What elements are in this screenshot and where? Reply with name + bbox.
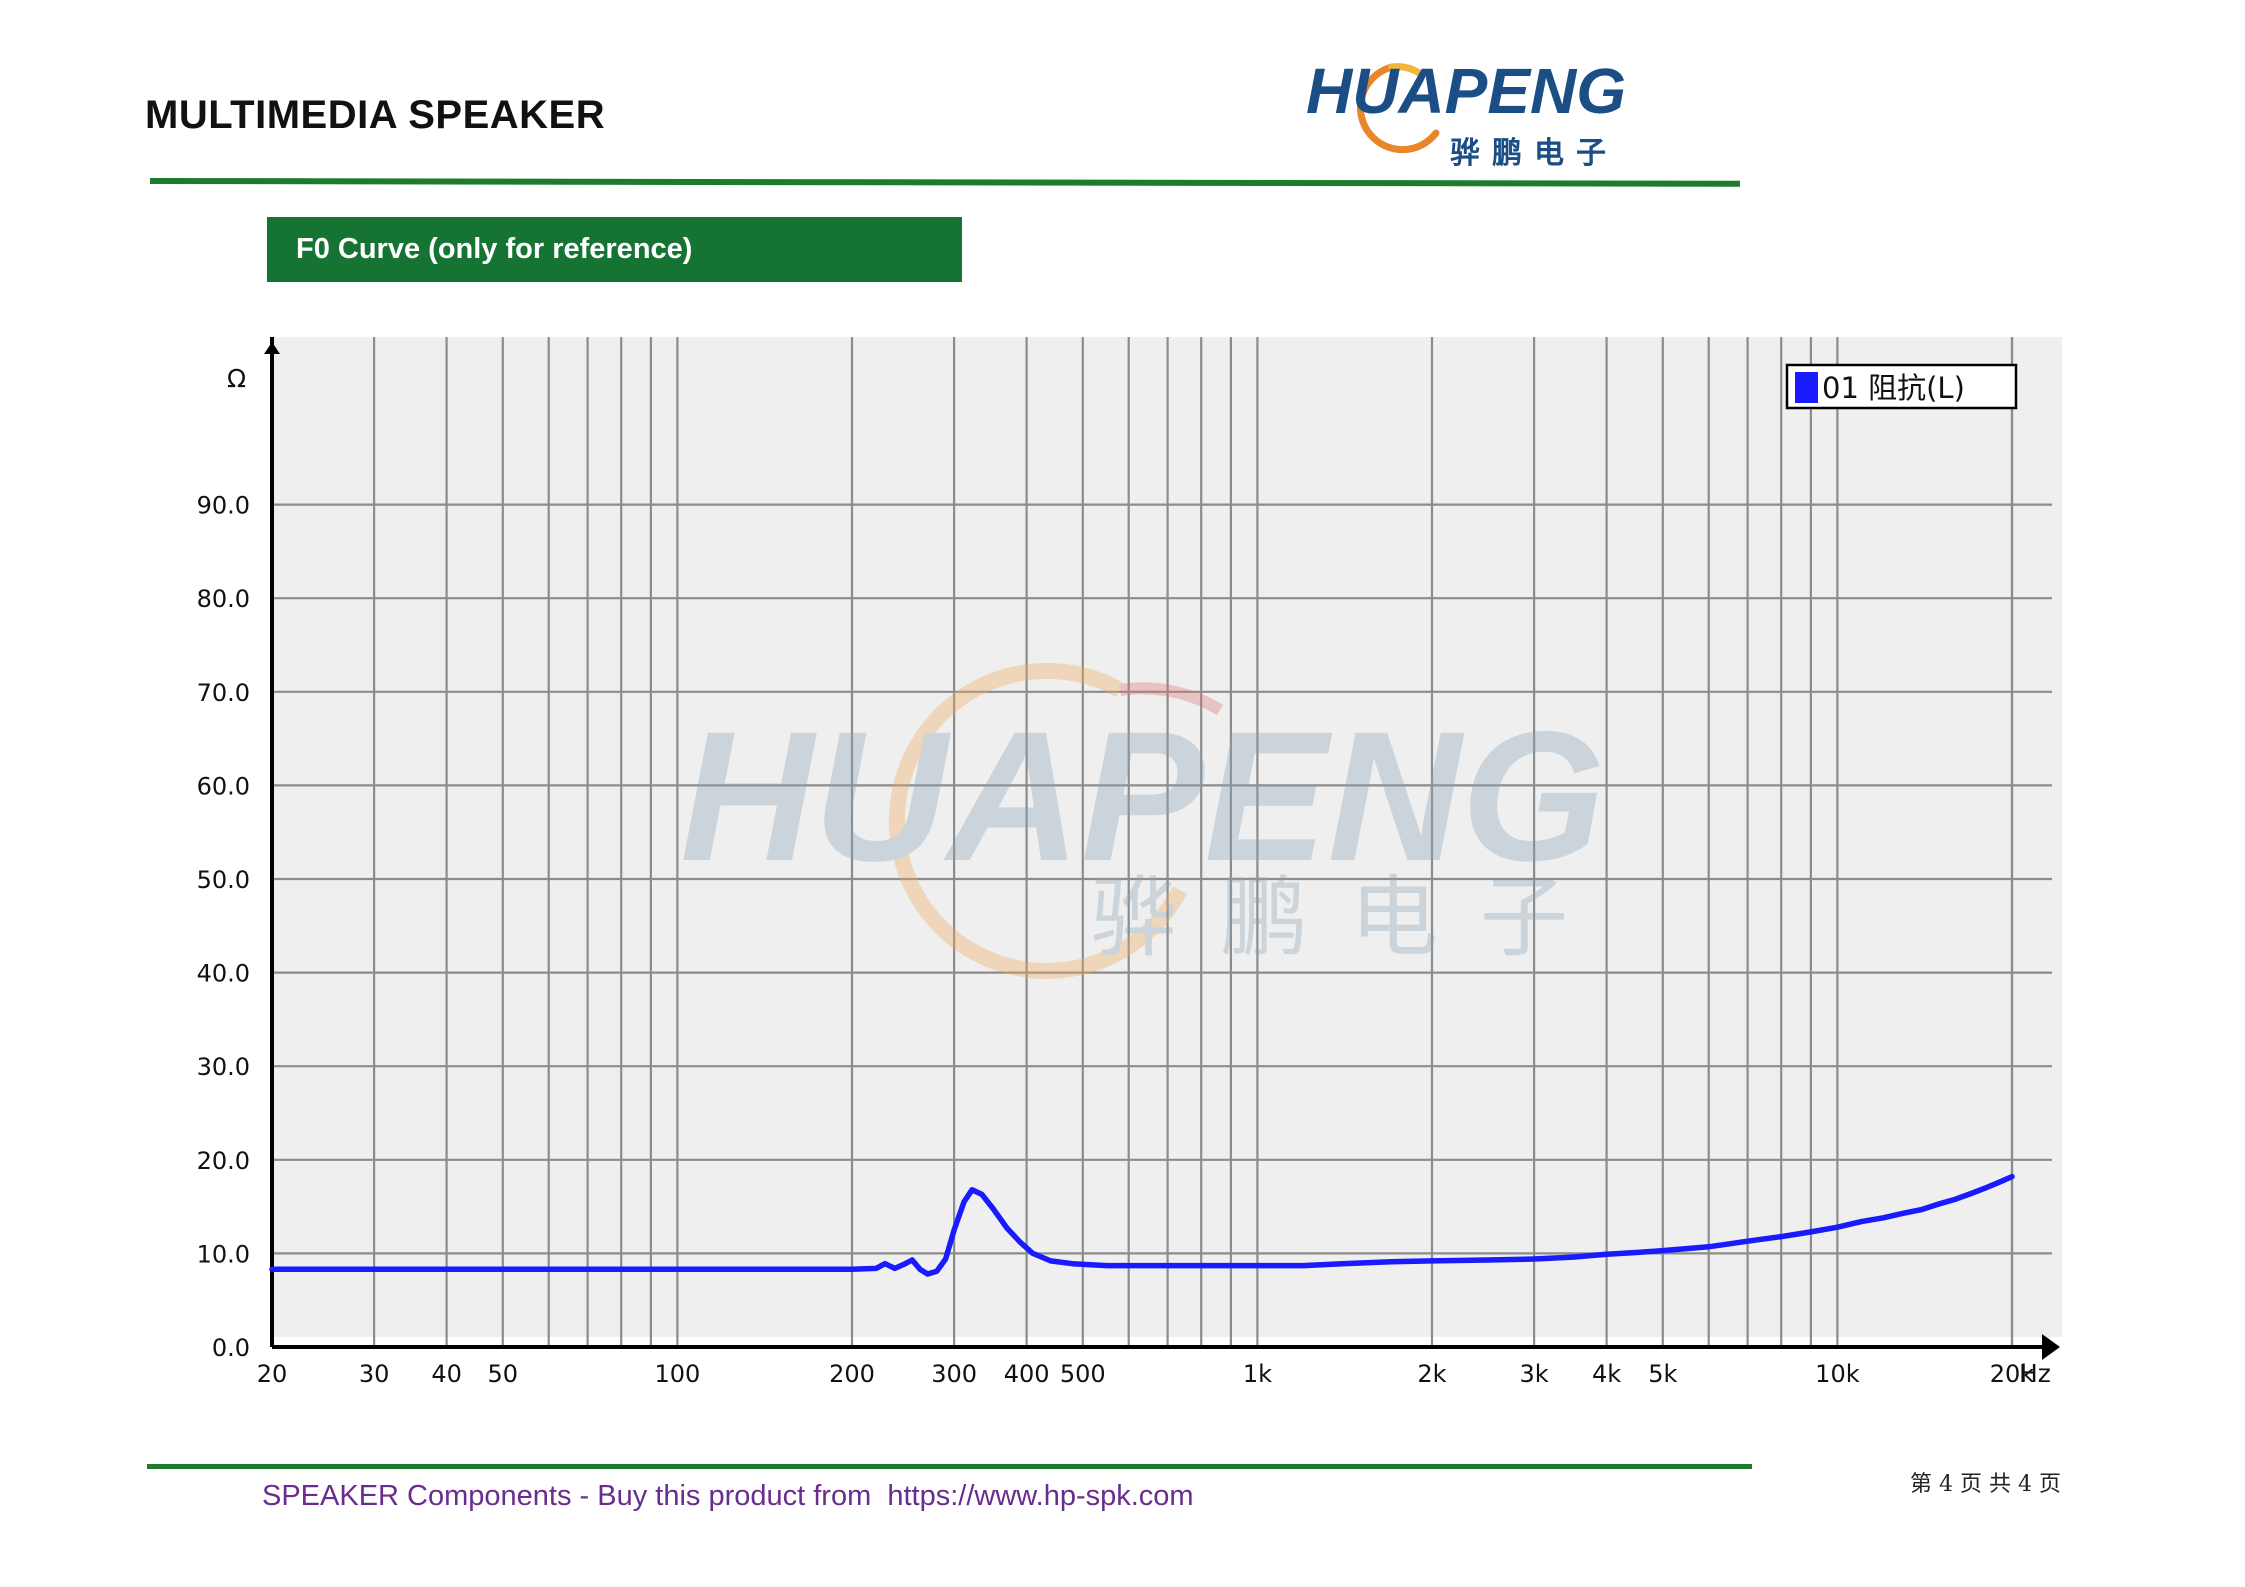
y-tick-label: 20.0 (197, 1147, 250, 1175)
x-tick-label: 400 (1004, 1360, 1050, 1388)
x-tick-label: 1k (1243, 1360, 1272, 1388)
y-tick-label: 70.0 (197, 679, 250, 707)
header-divider (149, 178, 1741, 187)
logo-chinese-text: 骅鹏电子 (1450, 136, 1618, 170)
document-title: MULTIMEDIA SPEAKER (145, 93, 606, 137)
x-tick-label: 300 (931, 1360, 977, 1388)
y-tick-label: 60.0 (197, 772, 250, 800)
footer-divider (147, 1464, 1752, 1469)
y-axis-arrow (264, 342, 280, 354)
legend-swatch (1795, 372, 1818, 403)
x-tick-label: 50 (488, 1360, 519, 1388)
logo-wordmark: HUAPENG (1306, 55, 1626, 127)
x-tick-label: 10k (1815, 1360, 1860, 1388)
x-tick-label: 30 (359, 1360, 390, 1388)
page-number: 第 4 页 共 4 页 (1910, 1472, 2061, 1497)
x-tick-label: 5k (1648, 1360, 1677, 1388)
x-tick-label: 100 (654, 1360, 700, 1388)
y-tick-label: 90.0 (197, 492, 250, 520)
impedance-chart: HUAPENG 骅鹏电子 0.0 10.0 20.0 30.0 40.0 50.0 60.0… (197, 337, 2062, 1388)
y-tick-label: 0.0 (212, 1334, 250, 1362)
x-tick-label: 2k (1417, 1360, 1446, 1388)
y-tick-label: 30.0 (197, 1053, 250, 1081)
y-tick-label: 80.0 (197, 585, 250, 613)
legend-box (1785, 363, 2018, 410)
watermark-chinese-text: 骅鹏电子 (1090, 866, 1610, 969)
y-tick-label: 10.0 (197, 1240, 250, 1268)
huapeng-logo: HUAPENG 骅鹏电子 (1306, 55, 1626, 170)
y-tick-label: 40.0 (197, 960, 250, 988)
x-tick-label: 4k (1592, 1360, 1621, 1388)
x-tick-label: 20k (1990, 1360, 2035, 1388)
y-tick-labels: 0.0 10.0 20.0 30.0 40.0 50.0 60.0 70.0 80.0 90.0 (197, 492, 250, 1362)
x-tick-label: 40 (431, 1360, 462, 1388)
section-title-banner: F0 Curve (only for reference) (267, 217, 962, 282)
x-tick-label: 200 (829, 1360, 875, 1388)
x-axis-arrow (2042, 1334, 2060, 1360)
x-tick-label: 500 (1060, 1360, 1106, 1388)
y-tick-label: 50.0 (197, 866, 250, 894)
footer-link-text[interactable]: SPEAKER Components - Buy this product fr… (262, 1480, 1194, 1512)
x-tick-labels: 20 30 40 50 100 200 300 400 500 1k 2k 3k 4k 5k 10k 20k (257, 1360, 2035, 1388)
x-tick-label: 3k (1520, 1360, 1549, 1388)
x-axis-label: Hz (2019, 1359, 2051, 1388)
watermark: HUAPENG 骅鹏电子 (680, 663, 1610, 979)
horizontal-gridlines (272, 503, 2052, 1255)
x-tick-label: 20 (257, 1360, 288, 1388)
legend: 01 阻抗(L) (1785, 363, 2018, 410)
y-axis-label: Ω (227, 364, 246, 393)
legend-label: 01 阻抗(L) (1822, 371, 1965, 405)
watermark-wordmark: HUAPENG (680, 694, 1605, 900)
impedance-series-line (269, 1173, 2015, 1277)
